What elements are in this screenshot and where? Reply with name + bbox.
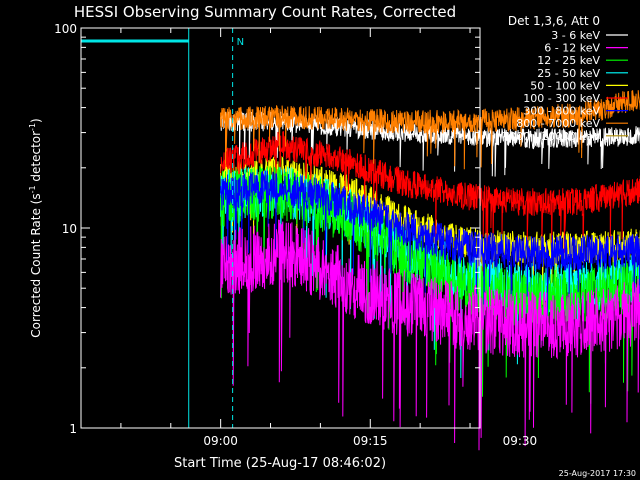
observing-overlay: N <box>81 28 244 428</box>
legend-label: 50 - 100 keV <box>530 79 600 92</box>
footer-date: 25-Aug-2017 17:30 <box>559 469 636 478</box>
legend-label: 800 - 7000 keV <box>516 117 600 130</box>
legend-label: 25 - 50 keV <box>537 67 600 80</box>
series-line-300-800kev <box>220 170 640 319</box>
x-tick-label: 09:15 <box>353 434 388 448</box>
legend-title: Det 1,3,6, Att 0 <box>508 14 600 28</box>
legend-label: 7000 - 20000 keV <box>502 130 600 143</box>
y-axis-label-end: ) <box>29 118 43 123</box>
legend-label: 12 - 25 keV <box>537 54 600 67</box>
x-axis-label: Start Time (25-Aug-17 08:46:02) <box>174 456 386 471</box>
y-tick-label: 10 <box>62 222 77 236</box>
series-line-100-300kev <box>220 130 640 255</box>
series-layer <box>220 90 640 451</box>
night-annotation: N <box>237 37 244 48</box>
x-tick-label: 09:00 <box>203 434 238 448</box>
legend-label: 3 - 6 keV <box>551 29 600 42</box>
chart-title: HESSI Observing Summary Count Rates, Cor… <box>74 3 456 21</box>
legend-label: 100 - 300 keV <box>523 92 600 105</box>
y-axis-label-main: Corrected Count Rate (s <box>29 193 43 337</box>
y-axis-label: Corrected Count Rate (s-1 detector-1) <box>28 118 43 337</box>
x-tick-label: 09:30 <box>503 434 538 448</box>
y-axis: 1 10 100 <box>54 22 480 436</box>
legend-label: 300 - 800 keV <box>523 105 600 118</box>
y-tick-label: 100 <box>54 22 77 36</box>
y-axis-label-mid: detector <box>29 131 43 186</box>
series-line-800-7000kev <box>220 90 640 170</box>
series-line-6-12kev <box>220 219 640 451</box>
y-tick-label: 1 <box>69 422 77 436</box>
y-axis-label-sup1: -1 <box>28 185 37 193</box>
y-axis-label-sup2: -1 <box>28 123 37 131</box>
legend-label: 6 - 12 keV <box>544 42 600 55</box>
